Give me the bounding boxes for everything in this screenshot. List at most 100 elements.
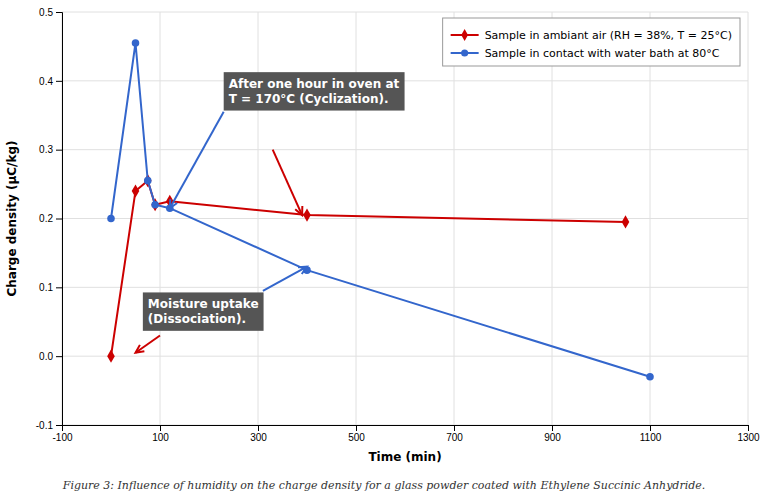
legend-item: Sample in ambiant air (RH = 38%, T = 25°… bbox=[451, 29, 732, 42]
tick: 0.0 bbox=[39, 351, 62, 362]
tick-label: 100 bbox=[152, 432, 169, 443]
annotation-box bbox=[143, 292, 264, 330]
tick-label: 700 bbox=[446, 432, 463, 443]
annotation: After one hour in oven atT = 170°C (Cycl… bbox=[224, 72, 405, 110]
y-axis: -0.1 0.0 0.1 0.2 0.3 0.4 0.5 bbox=[36, 7, 63, 431]
tick: 1100 bbox=[640, 425, 662, 443]
annotation-arrow bbox=[136, 336, 161, 353]
grid-line-y bbox=[62, 287, 748, 288]
annotation-text: Moisture uptake(Dissociation). bbox=[148, 297, 259, 325]
tick-label: 300 bbox=[250, 432, 267, 443]
axis-line bbox=[63, 426, 749, 432]
tick-mark bbox=[258, 425, 259, 431]
tick-mark bbox=[552, 425, 553, 431]
arrow-shaft bbox=[170, 112, 224, 208]
data-point bbox=[132, 184, 140, 197]
tick-mark bbox=[56, 150, 62, 151]
annotation-arrow bbox=[263, 267, 307, 291]
data-point bbox=[622, 215, 630, 228]
tick: -100 bbox=[52, 425, 72, 443]
legend-label: Sample in contact with water bath at 80°… bbox=[485, 47, 720, 60]
arrow-head bbox=[295, 206, 302, 215]
legend-marker bbox=[461, 49, 468, 56]
tick-mark bbox=[454, 425, 455, 431]
legend: Sample in ambiant air (RH = 38%, T = 25°… bbox=[443, 18, 740, 66]
legend-box bbox=[443, 18, 740, 66]
tick: 0.5 bbox=[39, 7, 62, 18]
plot-area bbox=[107, 39, 654, 380]
tick: 0.4 bbox=[39, 76, 62, 87]
tick-mark bbox=[748, 425, 749, 431]
tick: 0.3 bbox=[39, 144, 62, 155]
tick-label: -100 bbox=[52, 432, 72, 443]
tick: 900 bbox=[544, 425, 561, 443]
y-axis-title: Charge density (μC/kg) bbox=[5, 140, 19, 296]
tick: 100 bbox=[152, 425, 169, 443]
tick-label: 0.5 bbox=[39, 7, 53, 18]
grid bbox=[62, 12, 748, 425]
x-axis: -100 100 300 500 700 900 1100 1300 bbox=[52, 425, 760, 443]
data-point bbox=[107, 350, 115, 363]
x-axis-title: Time (min) bbox=[368, 450, 441, 464]
tick-label: 900 bbox=[544, 432, 561, 443]
tick: 1300 bbox=[737, 425, 760, 443]
tick-label: 0.1 bbox=[39, 282, 53, 293]
data-point bbox=[151, 201, 159, 209]
tick-mark bbox=[56, 287, 62, 288]
grid-line-y bbox=[62, 149, 748, 150]
tick: 0.1 bbox=[39, 282, 62, 293]
tick-label: 0.4 bbox=[39, 76, 53, 87]
tick-label: 500 bbox=[348, 432, 365, 443]
series-line bbox=[111, 181, 626, 357]
caption: Figure 3: Influence of humidity on the c… bbox=[62, 479, 705, 492]
tick-mark bbox=[56, 81, 62, 82]
data-point bbox=[144, 177, 152, 185]
arrow-head bbox=[298, 267, 307, 274]
data-point bbox=[132, 39, 140, 47]
tick-label: -0.1 bbox=[36, 420, 54, 431]
data-point bbox=[151, 198, 159, 211]
tick: -0.1 bbox=[36, 420, 62, 431]
series-line bbox=[111, 43, 650, 377]
tick: 300 bbox=[250, 425, 267, 443]
annotation-text: After one hour in oven atT = 170°C (Cycl… bbox=[229, 77, 400, 105]
tick: 500 bbox=[348, 425, 365, 443]
arrow-shaft bbox=[136, 336, 161, 353]
arrow-head bbox=[136, 345, 145, 353]
arrow-shaft bbox=[273, 150, 302, 215]
tick-mark bbox=[56, 356, 62, 357]
grid-line-y bbox=[62, 12, 748, 13]
annotation-arrow bbox=[170, 112, 224, 208]
legend-item: Sample in contact with water bath at 80°… bbox=[451, 47, 720, 60]
legend-marker bbox=[461, 29, 468, 41]
tick-label: 0.2 bbox=[39, 213, 53, 224]
annotations: After one hour in oven atT = 170°C (Cycl… bbox=[136, 72, 405, 353]
annotation: Moisture uptake(Dissociation). bbox=[143, 292, 264, 330]
tick: 700 bbox=[446, 425, 463, 443]
axis-line bbox=[56, 13, 63, 426]
chart: -100 100 300 500 700 900 1100 1300 -0.1 0.0 0.1 0.2… bbox=[0, 0, 768, 497]
tick-mark bbox=[650, 425, 651, 431]
tick-label: 0.3 bbox=[39, 144, 53, 155]
series bbox=[107, 174, 629, 363]
tick: 0.2 bbox=[39, 213, 62, 224]
series bbox=[107, 39, 654, 380]
tick-mark bbox=[356, 425, 357, 431]
tick-mark bbox=[160, 425, 161, 431]
tick-label: 1100 bbox=[640, 432, 662, 443]
tick-label: 0.0 bbox=[39, 351, 53, 362]
tick-mark bbox=[56, 12, 62, 13]
tick-mark bbox=[56, 219, 62, 220]
annotation-arrow bbox=[273, 150, 303, 215]
arrow-shaft bbox=[263, 267, 307, 291]
annotation-box bbox=[224, 72, 405, 110]
tick-mark bbox=[56, 425, 62, 426]
data-point bbox=[107, 215, 115, 223]
data-point bbox=[646, 373, 654, 381]
data-point bbox=[303, 208, 311, 221]
tick-label: 1300 bbox=[737, 432, 760, 443]
legend-label: Sample in ambiant air (RH = 38%, T = 25°… bbox=[485, 29, 732, 42]
arrow-head bbox=[170, 199, 177, 208]
grid-line-y bbox=[62, 80, 748, 81]
grid-line-y bbox=[62, 356, 748, 357]
